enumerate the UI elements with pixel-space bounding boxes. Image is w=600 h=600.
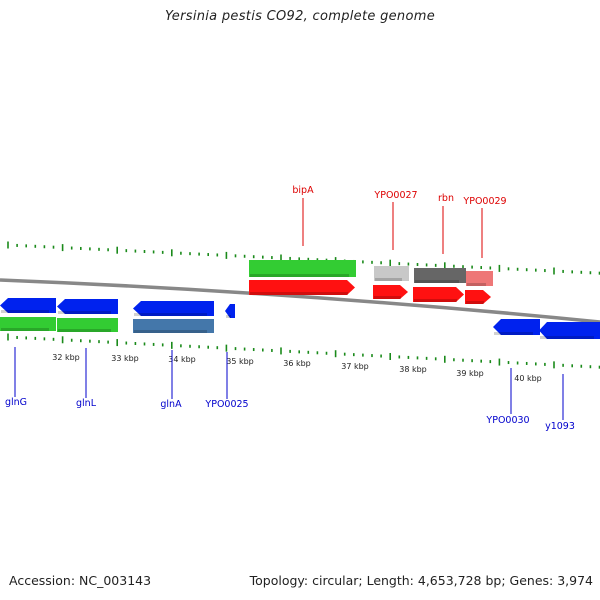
kbp-scale: 32 kbp 33 kbp 34 kbp 35 kbp 36 kbp 37 kbp 38 k… <box>52 353 542 383</box>
cds-glnL-gene-shade <box>58 329 111 332</box>
gene-label-YPO0030: YPO0030 <box>485 415 529 426</box>
cds-YPO0030-cds-shade <box>494 332 533 335</box>
gene-label-YPO0027: YPO0027 <box>373 190 417 201</box>
kbp-label: 33 kbp <box>111 354 139 363</box>
kbp-label: 38 kbp <box>399 365 427 374</box>
gene-label-glnL: glnL <box>76 398 97 409</box>
cds-YPO0027-gene <box>374 266 409 281</box>
cds-glnA-gene-shade <box>134 330 207 333</box>
cds-glnL-cds <box>57 299 118 314</box>
forward-gene-labels: bipA YPO0027 rbn YPO0029 <box>292 185 507 258</box>
cds-y1093-cds-shade <box>540 336 594 339</box>
feature-track <box>0 260 600 339</box>
cds-y1093-cds <box>539 322 600 339</box>
cds-bipA-gene-shade <box>250 274 349 277</box>
kbp-label: 39 kbp <box>456 369 484 378</box>
kbp-label: 32 kbp <box>52 353 80 362</box>
cds-rbn-cds-shade <box>414 299 457 302</box>
cds-glnG-gene <box>0 317 56 331</box>
cds-YPO0025-cds-shade <box>226 315 231 318</box>
cds-glnA-gene <box>133 319 214 333</box>
gene-label-rbn: rbn <box>438 193 454 204</box>
cds-glnG-gene-shade <box>1 328 49 331</box>
cds-YPO0029-cds-shade <box>466 301 484 304</box>
cds-glnL-gene <box>57 318 118 332</box>
genome-summary: Topology: circular; Length: 4,653,728 bp… <box>249 573 593 588</box>
cds-YPO0029-cds <box>465 290 491 304</box>
cds-glnA-cds <box>133 301 214 316</box>
accession-text: Accession: NC_003143 <box>9 573 152 588</box>
cds-rbn-cds <box>413 287 464 302</box>
reverse-gene-labels: glnG glnL glnA YPO0025 YPO0030 y1093 <box>5 347 575 432</box>
cds-bipA-gene <box>249 260 356 277</box>
cds-YPO0025-cds <box>225 304 235 318</box>
cds-YPO0029-gene-shade <box>467 283 486 286</box>
cds-bipA-cds-shade <box>250 292 348 295</box>
gene-label-glnA: glnA <box>160 399 182 410</box>
kbp-label: 35 kbp <box>226 357 254 366</box>
gene-label-YPO0025: YPO0025 <box>204 399 248 410</box>
lower-tick-track <box>7 333 600 369</box>
gene-label-YPO0029: YPO0029 <box>462 196 506 207</box>
cds-bipA-cds <box>249 280 355 295</box>
kbp-label: 34 kbp <box>168 355 196 364</box>
cds-rbn-gene <box>414 268 466 283</box>
cds-YPO0030-cds <box>493 319 540 335</box>
kbp-label: 37 kbp <box>341 362 369 371</box>
cds-YPO0029-gene <box>466 271 493 286</box>
cds-YPO0027-gene-shade <box>375 278 402 281</box>
cds-YPO0027-cds-shade <box>374 296 401 299</box>
gene-label-bipA: bipA <box>292 185 314 196</box>
gene-label-glnG: glnG <box>5 397 27 408</box>
cds-rbn-gene-shade <box>415 280 459 283</box>
cds-glnG-cds <box>0 298 56 313</box>
cds-glnL-cds-shade <box>58 311 111 314</box>
genome-backbone <box>0 278 600 324</box>
cds-YPO0027-cds <box>373 285 408 299</box>
cds-glnG-cds-shade <box>1 310 49 313</box>
gene-label-y1093: y1093 <box>545 421 575 432</box>
kbp-label: 40 kbp <box>514 374 542 383</box>
kbp-label: 36 kbp <box>283 359 311 368</box>
map-title: Yersinia pestis CO92, complete genome <box>164 9 435 24</box>
cds-glnA-cds-shade <box>134 313 207 316</box>
